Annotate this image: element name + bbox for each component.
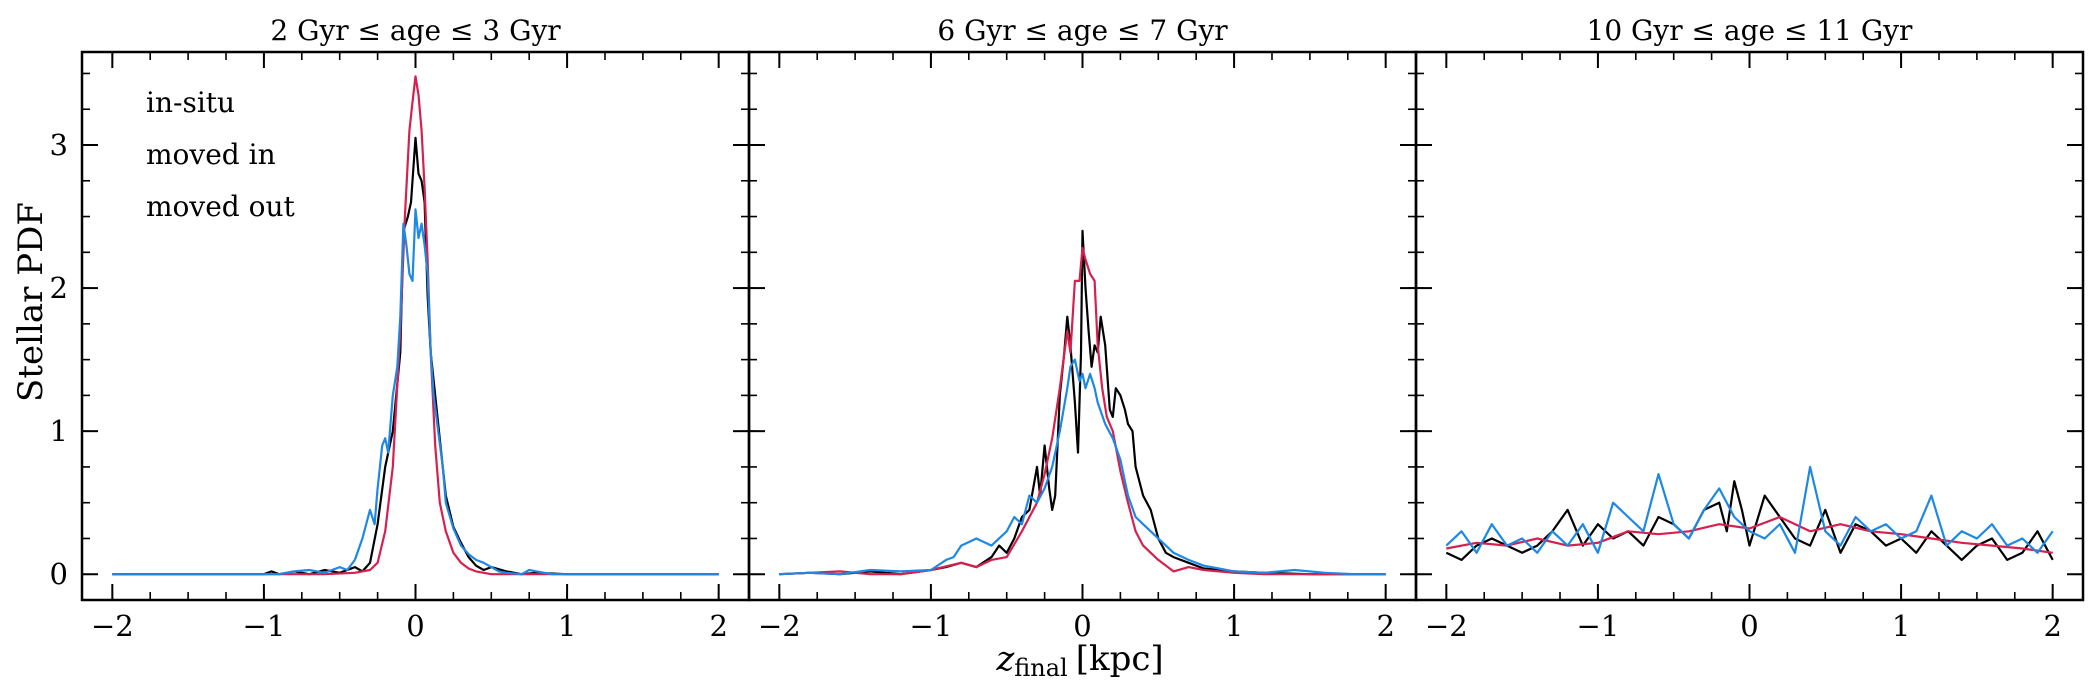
x-axis-label: zfinal [kpc]	[995, 639, 1163, 682]
y-tick-label: 0	[50, 557, 68, 591]
x-tick-label: 0	[406, 609, 424, 643]
x-axis-label-subscript: final	[1014, 654, 1067, 682]
panel-1: −2 −1 0 1 2 0 1 2 3 2 Gyr ≤ age ≤ 3 Gyr	[50, 14, 751, 643]
panel-1-series	[112, 75, 719, 576]
legend-label-in-situ: in-situ	[146, 86, 235, 119]
legend-label-moved-in: moved in	[146, 138, 276, 171]
x-tick-label: 1	[1225, 609, 1243, 643]
panel-2-title: 6 Gyr ≤ age ≤ 7 Gyr	[937, 14, 1228, 47]
series-line-moved-out	[112, 208, 719, 576]
legend: in-situ moved in moved out	[146, 86, 296, 223]
series-line-in-situ	[112, 136, 719, 576]
series-line-moved-out	[779, 358, 1386, 576]
y-tick-label: 3	[50, 128, 68, 162]
panel-2-ticks	[749, 52, 1416, 600]
series-line-moved-in	[112, 75, 719, 576]
x-tick-label: 1	[558, 609, 576, 643]
x-tick-label: 2	[1376, 609, 1394, 643]
panel-3-series	[1445, 465, 2054, 562]
x-tick-label: −1	[1577, 609, 1620, 643]
panel-3-ticks	[1416, 52, 2083, 600]
series-line-moved-out	[1445, 465, 2054, 554]
panel-2: −2 −1 0 1 2 6 Gyr ≤ age ≤ 7 Gyr	[747, 14, 1418, 643]
x-tick-label: −1	[243, 609, 286, 643]
x-tick-label: −2	[758, 609, 801, 643]
panel-1-ticks	[82, 52, 749, 600]
series-line-in-situ	[779, 229, 1386, 576]
x-tick-label: −1	[910, 609, 953, 643]
panel-3: −2 −1 0 1 2 10 Gyr ≤ age ≤ 11 Gyr	[1414, 14, 2085, 643]
x-axis-label-unit: [kpc]	[1076, 639, 1164, 679]
x-tick-label: 2	[709, 609, 727, 643]
x-tick-label: 0	[1073, 609, 1091, 643]
y-tick-label: 1	[50, 414, 68, 448]
panel-1-title: 2 Gyr ≤ age ≤ 3 Gyr	[270, 14, 561, 47]
x-tick-label: 1	[1892, 609, 1910, 643]
legend-label-moved-out: moved out	[146, 190, 296, 223]
y-tick-label: 2	[50, 271, 68, 305]
panel-3-frame	[1414, 50, 2085, 602]
x-tick-label: −2	[91, 609, 134, 643]
panel-2-frame	[747, 50, 1418, 602]
panel-3-title: 10 Gyr ≤ age ≤ 11 Gyr	[1587, 14, 1914, 47]
series-line-in-situ	[1445, 480, 2054, 562]
x-tick-label: 2	[2043, 609, 2061, 643]
series-line-moved-in	[779, 246, 1386, 576]
panels: −2 −1 0 1 2 0 1 2 3 2 Gyr ≤ age ≤ 3 Gyr −2 −1 0 1 2 6 G…	[50, 14, 2085, 643]
x-tick-label: 0	[1740, 609, 1758, 643]
panel-1-frame	[80, 50, 751, 602]
panel-2-series	[779, 229, 1386, 576]
x-axis-label-main: z	[995, 639, 1015, 679]
series-line-moved-in	[1446, 515, 2053, 554]
y-axis-label: Stellar PDF	[11, 202, 51, 402]
x-tick-label: −2	[1425, 609, 1468, 643]
